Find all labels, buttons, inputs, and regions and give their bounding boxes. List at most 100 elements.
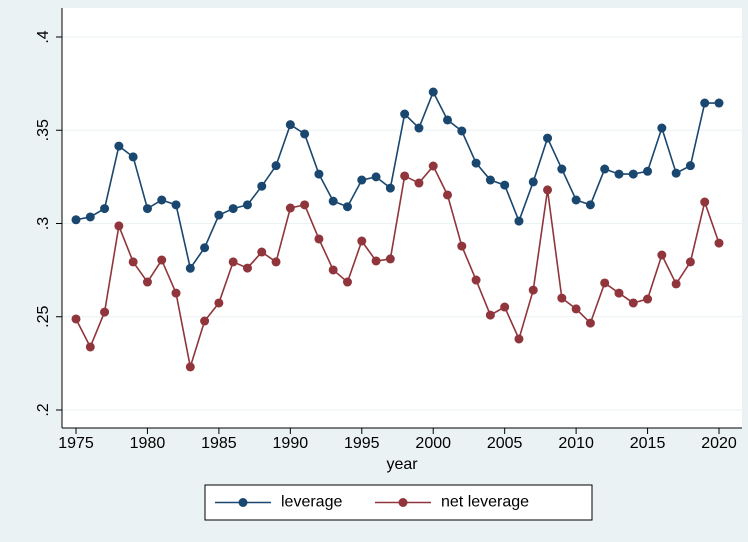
point: [328, 265, 338, 275]
point: [328, 196, 338, 206]
point: [671, 168, 681, 178]
point: [500, 302, 510, 312]
point: [514, 216, 524, 226]
point: [443, 190, 453, 200]
point: [600, 278, 610, 288]
point: [571, 304, 581, 314]
point: [200, 243, 210, 253]
point: [485, 310, 495, 320]
point: [228, 204, 238, 214]
point: [128, 152, 138, 162]
point: [357, 236, 367, 246]
point: [514, 334, 524, 344]
point: [585, 318, 595, 328]
point: [600, 164, 610, 174]
y-tick-label: .4: [35, 30, 52, 43]
series-line: [75, 90, 719, 271]
point: [457, 126, 467, 136]
point: [414, 123, 424, 133]
point: [285, 203, 295, 213]
point: [643, 294, 653, 304]
point: [528, 177, 538, 187]
point: [700, 98, 710, 108]
point: [528, 285, 538, 295]
point: [471, 275, 481, 285]
point: [285, 120, 295, 130]
point: [400, 109, 410, 119]
x-tick-label: 1995: [344, 435, 380, 452]
point: [100, 307, 110, 317]
point: [585, 200, 595, 210]
point: [314, 234, 324, 244]
point: [257, 247, 267, 257]
point: [471, 158, 481, 168]
point: [571, 195, 581, 205]
x-tick-label: 1975: [58, 435, 94, 452]
point: [200, 316, 210, 326]
point: [400, 171, 410, 181]
x-tick-label: 2020: [701, 435, 737, 452]
point: [657, 123, 667, 133]
point: [671, 279, 681, 289]
point: [414, 178, 424, 188]
point: [342, 202, 352, 212]
point: [271, 161, 281, 171]
point: [157, 255, 167, 265]
point: [628, 169, 638, 179]
point: [428, 161, 438, 171]
point: [714, 98, 724, 108]
x-tick-label: 2015: [630, 435, 666, 452]
point: [242, 200, 252, 210]
legend-marker: [238, 498, 248, 507]
point: [214, 210, 224, 220]
point: [385, 254, 395, 264]
point: [685, 161, 695, 171]
point: [643, 166, 653, 176]
point: [500, 180, 510, 190]
plot-area: [62, 8, 742, 428]
series-line: [75, 164, 720, 368]
point: [257, 181, 267, 191]
point: [71, 314, 81, 324]
point: [314, 169, 324, 179]
point: [142, 204, 152, 214]
point: [685, 257, 695, 267]
point: [457, 241, 467, 251]
x-tick-label: 1990: [273, 435, 309, 452]
point: [100, 204, 110, 214]
point: [614, 288, 624, 298]
x-tick-label: 2000: [415, 435, 451, 452]
x-tick-label: 2005: [487, 435, 523, 452]
y-tick-label: .2: [35, 403, 52, 416]
x-tick-label: 2010: [558, 435, 594, 452]
point: [385, 183, 395, 193]
point: [557, 293, 567, 303]
point: [157, 195, 167, 205]
point: [428, 87, 438, 97]
point: [271, 257, 281, 267]
x-axis-label: year: [386, 456, 418, 473]
point: [300, 129, 310, 139]
y-tick-label: .3: [35, 217, 52, 230]
point: [700, 197, 710, 207]
point: [71, 215, 81, 225]
point: [85, 342, 95, 352]
legend-label: leverage: [281, 494, 342, 511]
point: [228, 257, 238, 267]
point: [142, 277, 152, 287]
point: [614, 169, 624, 179]
point: [628, 298, 638, 308]
x-tick-label: 1985: [201, 435, 237, 452]
y-tick-label: .35: [35, 119, 52, 141]
point: [171, 288, 181, 298]
point: [171, 200, 181, 210]
point: [214, 298, 224, 308]
point: [543, 185, 553, 195]
point: [557, 164, 567, 174]
point: [443, 115, 453, 125]
point: [185, 263, 195, 273]
point: [357, 175, 367, 185]
point: [85, 212, 95, 222]
point: [371, 256, 381, 266]
